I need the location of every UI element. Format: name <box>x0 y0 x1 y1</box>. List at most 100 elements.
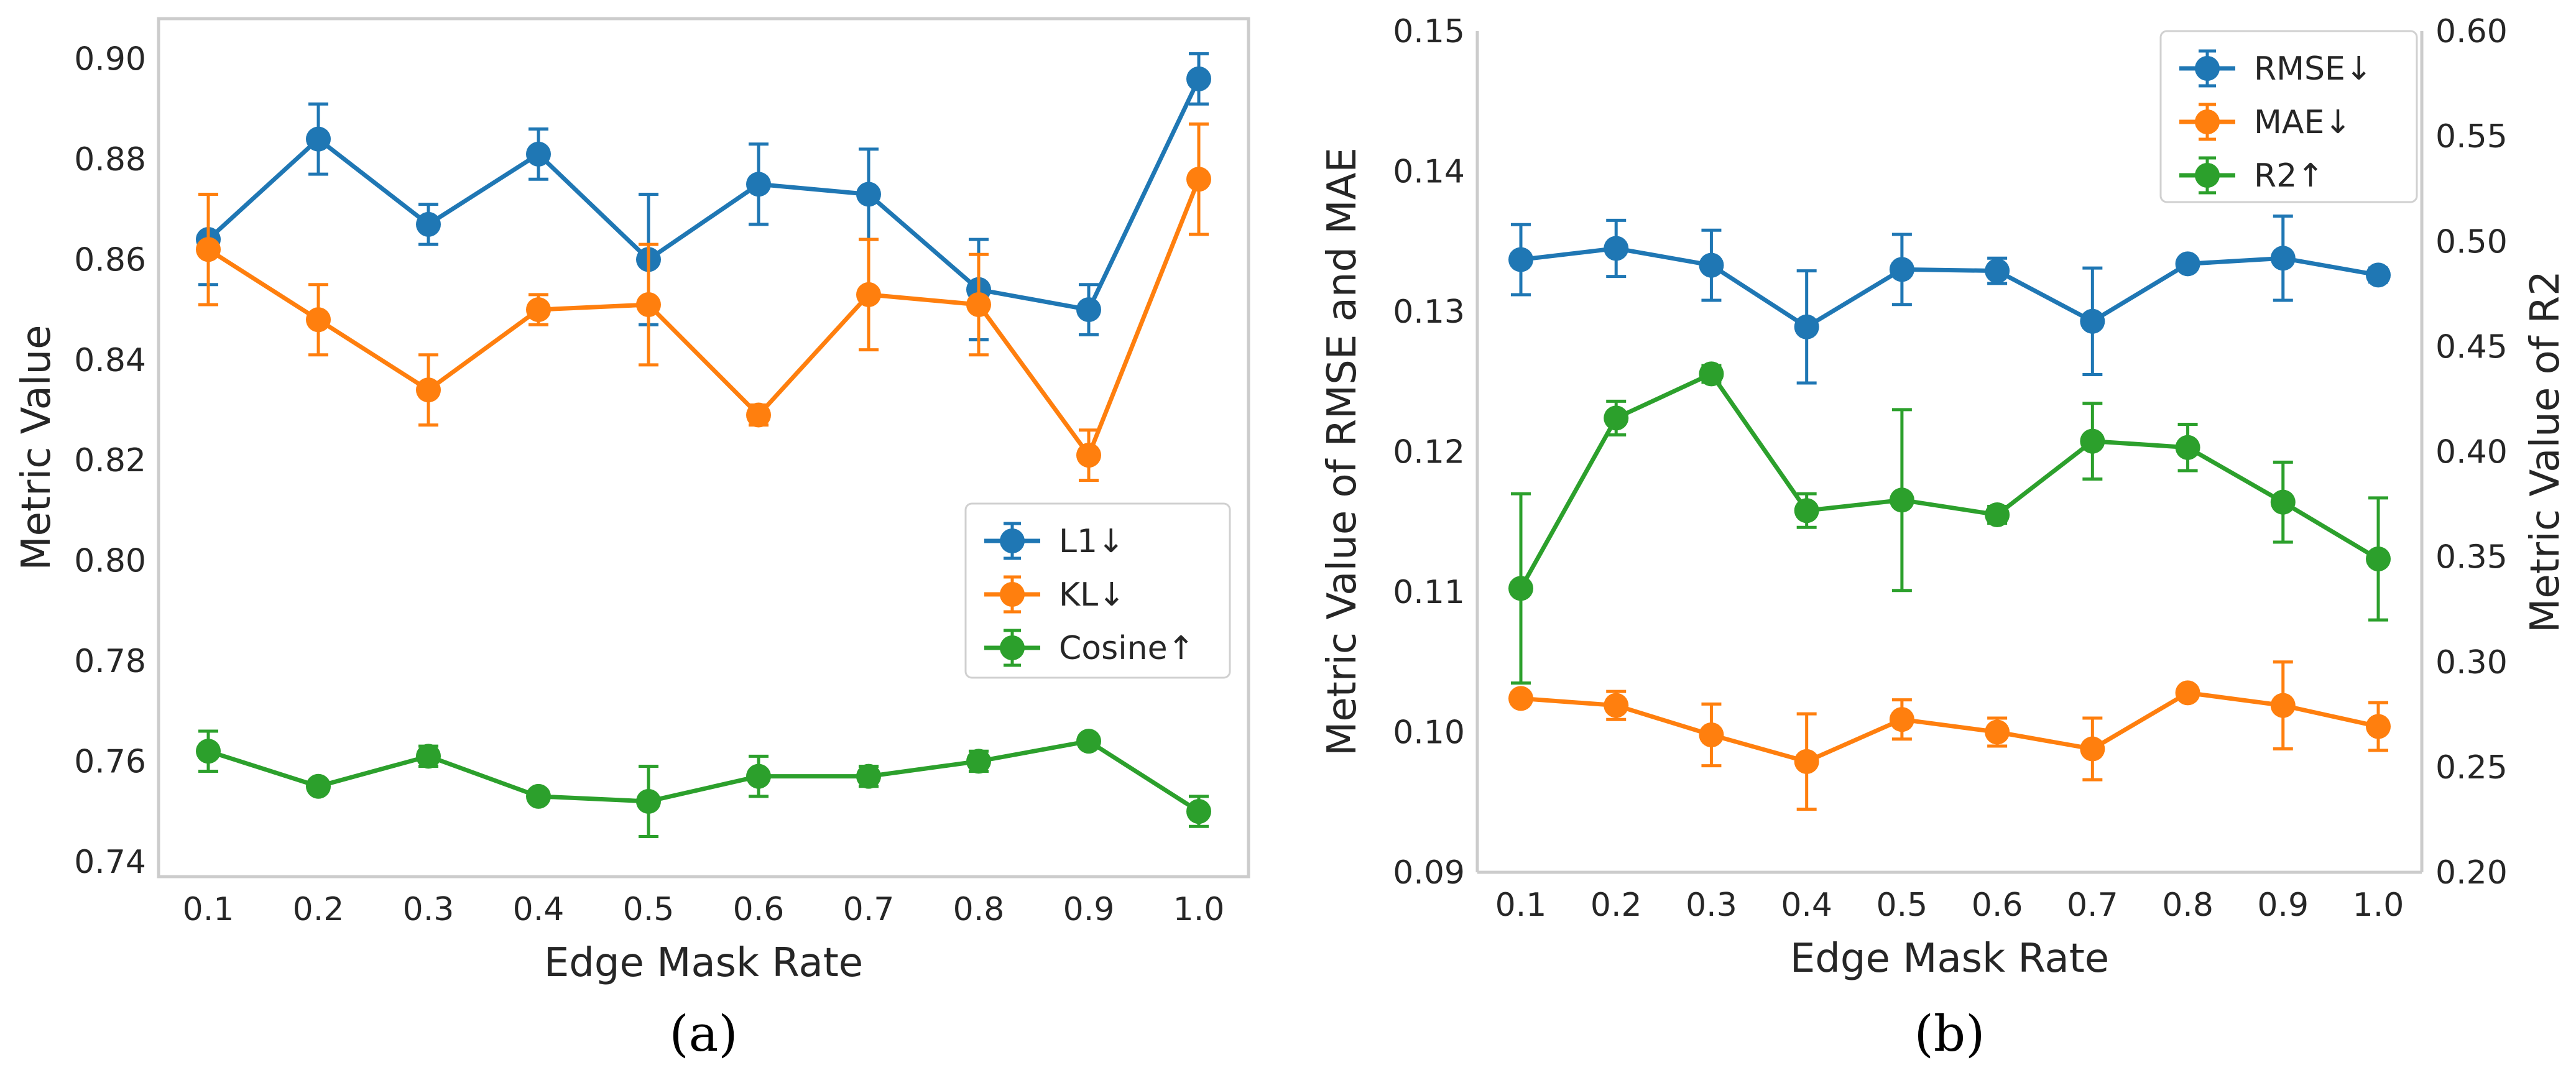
data-point <box>2270 693 2296 718</box>
series-line <box>207 178 1201 458</box>
data-point <box>196 739 221 764</box>
data-point <box>746 172 771 197</box>
data-point <box>526 141 551 167</box>
data-point <box>636 788 661 814</box>
y-tick-label: 0.74 <box>74 844 146 881</box>
data-point <box>196 237 221 262</box>
series-line <box>1520 690 2379 764</box>
plot-frame <box>157 17 1250 879</box>
data-point <box>526 783 551 809</box>
data-point <box>2080 428 2105 454</box>
data-point <box>1076 297 1101 323</box>
data-point <box>1604 236 1629 261</box>
data-point <box>1508 686 1533 711</box>
y-tick-label: 0.12 <box>1393 434 1465 471</box>
data-point <box>416 377 441 403</box>
data-point <box>2175 251 2200 277</box>
data-point <box>2080 308 2105 334</box>
data-point <box>2366 714 2391 739</box>
x-tick-label: 0.6 <box>1972 887 2023 924</box>
y-tick-label: 0.10 <box>1393 714 1465 752</box>
y-tick-label: 0.90 <box>74 41 146 78</box>
data-point <box>1186 167 1211 192</box>
y-right-tick-label: 0.20 <box>2435 854 2508 892</box>
x-tick-label: 0.2 <box>293 891 344 928</box>
y-tick-label: 0.13 <box>1393 293 1465 331</box>
data-point <box>306 307 331 333</box>
x-tick-label: 0.5 <box>623 891 675 928</box>
y-axis-label: Metric Value of RMSE and MAE <box>1319 147 1365 756</box>
x-tick-label: 0.5 <box>1877 887 1928 924</box>
data-point <box>746 402 771 428</box>
data-point <box>2175 680 2200 706</box>
x-tick-label: 0.4 <box>1781 887 1832 924</box>
data-point <box>1985 258 2010 284</box>
legend-box <box>2159 30 2418 203</box>
panel-a: 0.1 0.2 0.3 0.4 0.5 0.6 0.7 0.8 0.9 1.0 0.74 0.76 0.… <box>14 17 1250 1063</box>
data-point <box>1186 799 1211 824</box>
x-tick-label: 0.8 <box>953 891 1005 928</box>
y-tick-label: 0.82 <box>74 442 146 479</box>
y-tick-label: 0.84 <box>74 342 146 379</box>
y-right-tick-label: 0.30 <box>2435 644 2508 681</box>
y-tick-label: 0.88 <box>74 141 146 178</box>
legend-label: L1↓ <box>1059 523 1125 560</box>
legend-marker <box>1000 582 1025 607</box>
y-right-tick-label: 0.45 <box>2435 328 2508 366</box>
x-tick-label: 0.3 <box>403 891 455 928</box>
x-tick-label: 1.0 <box>1173 891 1225 928</box>
data-point <box>1699 722 1724 748</box>
y-tick-label: 0.14 <box>1393 154 1465 191</box>
data-point <box>1889 487 1914 513</box>
data-point <box>2080 736 2105 762</box>
y-right-tick-label: 0.40 <box>2435 434 2508 471</box>
data-point <box>1076 729 1101 754</box>
data-point <box>1699 252 1724 278</box>
data-point <box>1699 361 1724 387</box>
series-line <box>1520 246 2379 330</box>
data-point <box>1508 576 1533 601</box>
data-point <box>1889 707 1914 732</box>
y-tick-label: 0.15 <box>1393 13 1465 50</box>
data-point <box>856 763 881 789</box>
y-right-tick-label: 0.25 <box>2435 749 2508 786</box>
x-tick-label: 0.1 <box>183 891 234 928</box>
x-tick-label: 1.0 <box>2353 887 2404 924</box>
data-point <box>2270 246 2296 271</box>
y-right-tick-label: 0.60 <box>2435 13 2508 50</box>
x-tick-label: 0.6 <box>733 891 785 928</box>
panel-caption: (b) <box>1914 1005 1985 1063</box>
data-point <box>1794 749 1819 774</box>
data-point <box>2366 262 2391 288</box>
data-point <box>306 773 331 799</box>
x-tick-label: 0.1 <box>1495 887 1547 924</box>
y-tick-label: 0.09 <box>1393 854 1465 892</box>
x-tick-label: 0.2 <box>1590 887 1642 924</box>
data-point <box>2366 547 2391 572</box>
data-point <box>746 763 771 789</box>
panel-b: 0.1 0.2 0.3 0.4 0.5 0.6 0.7 0.8 0.9 1.0 0.09 0.10 0.… <box>1319 13 2569 1063</box>
legend-label: MAE↓ <box>2254 104 2352 141</box>
data-point <box>1508 247 1533 272</box>
x-tick-label: 0.7 <box>2067 887 2118 924</box>
legend-box <box>964 502 1231 679</box>
y-tick-label: 0.78 <box>74 643 146 680</box>
y-right-tick-label: 0.55 <box>2435 118 2508 155</box>
panel-caption: (a) <box>669 1005 737 1063</box>
data-point <box>636 292 661 317</box>
data-point <box>1794 498 1819 523</box>
y-tick-label: 0.86 <box>74 241 146 279</box>
data-point <box>526 297 551 323</box>
data-point <box>1794 314 1819 339</box>
data-point <box>416 211 441 237</box>
legend-marker <box>2195 56 2220 81</box>
x-tick-label: 0.9 <box>2257 887 2309 924</box>
data-point <box>2270 489 2296 515</box>
y-tick-label: 0.76 <box>74 743 146 780</box>
data-point <box>2175 435 2200 460</box>
data-point <box>966 292 991 317</box>
legend-label: RMSE↓ <box>2254 50 2372 88</box>
data-point <box>1186 66 1211 91</box>
data-point <box>856 282 881 307</box>
